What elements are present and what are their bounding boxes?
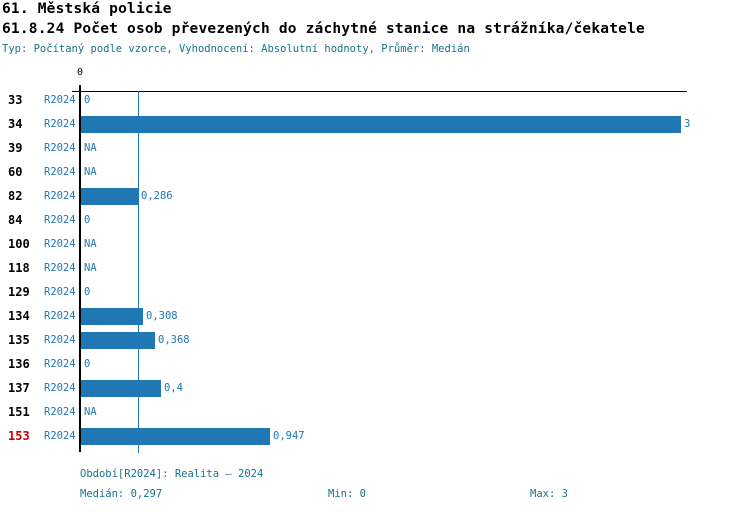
row-series-label: R2024 [44,334,76,346]
row-id-label: 136 [8,357,30,371]
row-id-label: 82 [8,189,23,203]
row-value-label: 0,286 [141,190,173,202]
row-series-label: R2024 [44,238,76,250]
row-value-label: NA [84,142,97,154]
row-value-label: 0,368 [158,334,190,346]
row-id-label: 33 [8,93,23,107]
row-id-label: 84 [8,213,23,227]
row-id-label: 129 [8,285,30,299]
row-series-label: R2024 [44,166,76,178]
row-series-label: R2024 [44,94,76,106]
row-series-label: R2024 [44,214,76,226]
row-value-label: 3 [684,118,691,130]
row-bar [81,116,681,133]
row-value-label: NA [84,166,97,178]
row-id-label: 60 [8,165,23,179]
row-id-label: 134 [8,309,30,323]
row-id-label: 34 [8,117,23,131]
row-value-label: 0 [84,358,91,370]
row-value-label: 0,308 [146,310,178,322]
row-value-label: NA [84,238,97,250]
row-bar [81,332,155,349]
row-series-label: R2024 [44,262,76,274]
chart-title: 61.8.24 Počet osob převezených do záchyt… [2,21,645,37]
footer-period-label: Období[R2024]: Realita – 2024 [80,468,264,480]
row-series-label: R2024 [44,358,76,370]
row-series-label: R2024 [44,118,76,130]
row-value-label: NA [84,262,97,274]
footer-median-label: Medián: 0,297 [80,488,163,500]
row-value-label: NA [84,406,97,418]
chart-meta-line: Typ: Počítaný podle vzorce, Vyhodnocení:… [2,43,470,55]
row-value-label: 0,947 [273,430,305,442]
row-bar [81,380,161,397]
row-series-label: R2024 [44,430,76,442]
row-series-label: R2024 [44,286,76,298]
axis-top-line [72,91,687,92]
row-bar [81,188,138,205]
footer-min-label: Min: 0 [328,488,366,500]
axis-zero-tickmark [79,85,81,96]
row-series-label: R2024 [44,190,76,202]
row-id-label: 137 [8,381,30,395]
row-series-label: R2024 [44,142,76,154]
axis-zero-tick-label: 0 [76,67,84,78]
row-series-label: R2024 [44,406,76,418]
y-axis-line [79,91,81,452]
row-series-label: R2024 [44,382,76,394]
row-value-label: 0 [84,286,91,298]
row-id-label: 135 [8,333,30,347]
row-id-label: 39 [8,141,23,155]
row-value-label: 0,4 [164,382,183,394]
row-bar [81,308,143,325]
row-series-label: R2024 [44,310,76,322]
median-reference-line [138,91,140,453]
footer-max-label: Max: 3 [530,488,568,500]
row-value-label: 0 [84,94,91,106]
row-id-label: 153 [8,429,30,443]
row-value-label: 0 [84,214,91,226]
row-id-label: 118 [8,261,30,275]
row-bar [81,428,270,445]
row-id-label: 151 [8,405,30,419]
row-id-label: 100 [8,237,30,251]
report-section-title: 61. Městská policie [2,1,172,17]
